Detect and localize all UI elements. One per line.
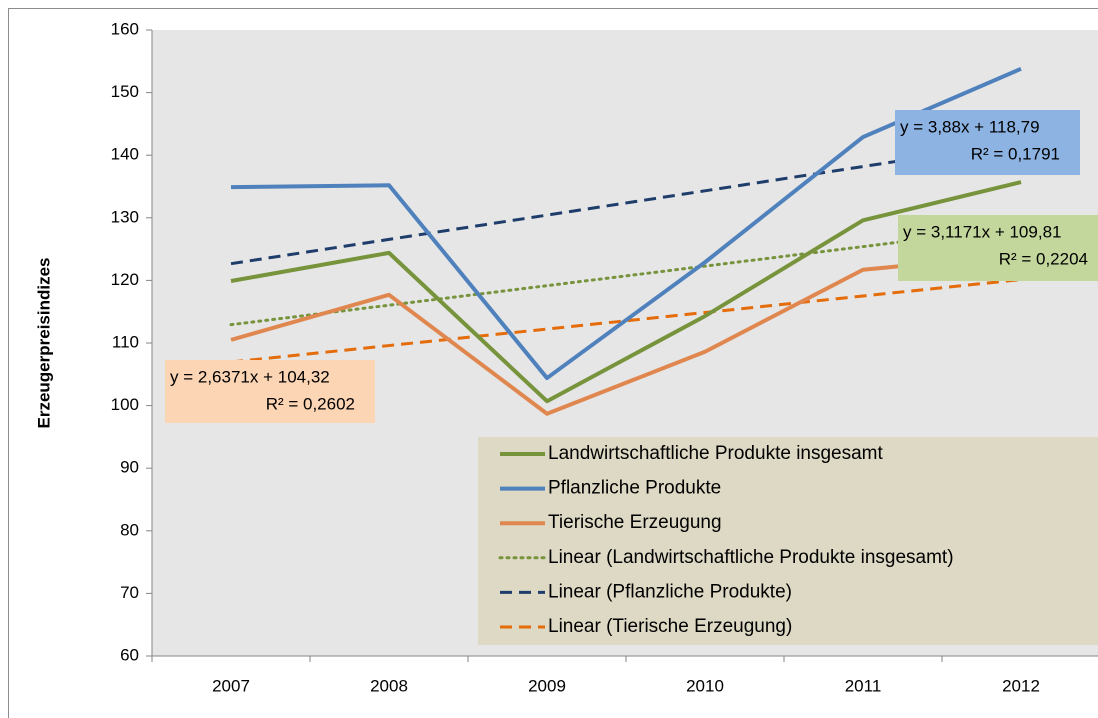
x-tick-label: 2009 — [528, 676, 566, 695]
y-axis-title: Erzeugerpreisindizes — [34, 257, 53, 428]
y-tick-label: 130 — [111, 207, 139, 226]
y-tick-label: 120 — [111, 270, 139, 289]
equation-box — [895, 110, 1080, 175]
equation-text: y = 2,6371x + 104,32 — [170, 367, 330, 386]
x-tick-label: 2008 — [370, 676, 408, 695]
equation-text: R² = 0,2602 — [266, 394, 355, 413]
x-tick-label: 2011 — [845, 676, 882, 695]
series-line — [230, 140, 1022, 266]
y-tick-label: 90 — [120, 458, 139, 477]
equation-box — [898, 215, 1098, 281]
y-tick-label: 80 — [120, 520, 139, 539]
legend: Landwirtschaftliche Produkte insgesamt Pf… — [478, 437, 1098, 645]
series-line — [230, 180, 1022, 404]
legend-label: Linear (Tierische Erzeugung) — [548, 616, 792, 637]
y-tick-label: 150 — [111, 82, 139, 101]
equation-text: y = 3,88x + 118,79 — [900, 117, 1040, 136]
y-tick-label: 160 — [111, 19, 139, 38]
series-line — [229, 225, 1023, 327]
x-tick-label: 2012 — [1002, 676, 1040, 695]
x-tick-label: 2007 — [212, 676, 250, 695]
y-tick-label: 100 — [111, 395, 139, 414]
y-tick-label: 70 — [120, 583, 139, 602]
equation-box — [165, 360, 375, 423]
legend-label: Landwirtschaftliche Produkte insgesamt — [548, 443, 884, 464]
legend-label: Tierische Erzeugung — [548, 512, 722, 533]
equation-label: y = 3,1171x + 109,81 R² = 0,2204 — [898, 215, 1098, 281]
x-tick-label: 2010 — [686, 676, 724, 695]
equation-label: y = 3,88x + 118,79 R² = 0,1791 — [895, 110, 1080, 175]
legend-box — [478, 437, 1098, 645]
y-tick-label: 60 — [120, 645, 139, 664]
series-line — [230, 252, 1022, 416]
equation-label: y = 2,6371x + 104,32 R² = 0,2602 — [165, 360, 375, 423]
legend-label: Linear (Landwirtschaftliche Produkte ins… — [548, 547, 954, 568]
y-tick-label: 140 — [111, 145, 139, 164]
legend-label: Linear (Pflanzliche Produkte) — [548, 581, 792, 602]
equation-text: R² = 0,1791 — [971, 144, 1060, 163]
equation-text: y = 3,1171x + 109,81 — [903, 222, 1061, 241]
y-tick-label: 110 — [112, 332, 139, 351]
legend-label: Pflanzliche Produkte — [548, 478, 721, 499]
equation-text: R² = 0,2204 — [999, 249, 1088, 268]
series-line — [230, 66, 1022, 381]
